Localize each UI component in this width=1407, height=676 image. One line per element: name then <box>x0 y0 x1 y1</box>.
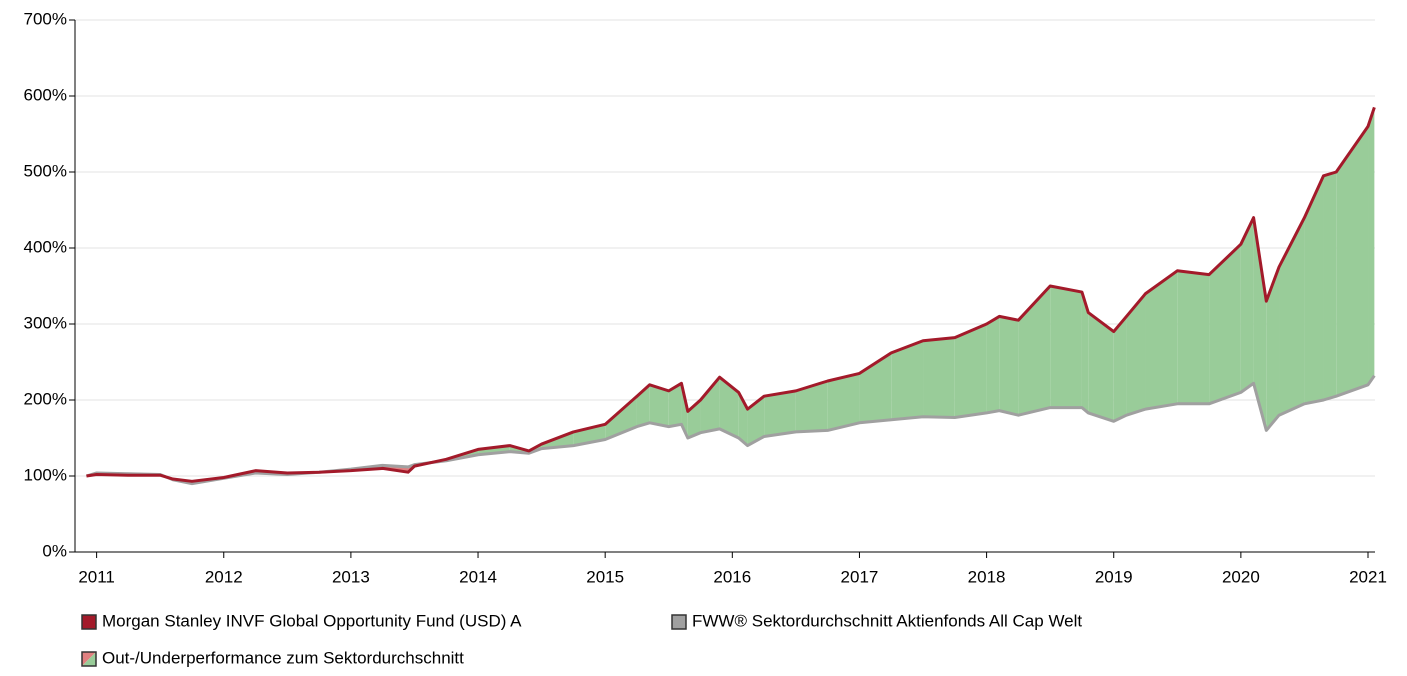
difference-area <box>1088 312 1114 422</box>
legend-swatch-border <box>81 651 97 667</box>
difference-area <box>700 377 720 433</box>
difference-area <box>1018 286 1051 416</box>
difference-area <box>1253 217 1267 431</box>
difference-area <box>923 337 955 418</box>
difference-area <box>1279 217 1305 416</box>
difference-area <box>827 373 860 431</box>
x-tick-label: 2014 <box>459 567 497 586</box>
difference-area <box>999 316 1019 416</box>
y-tick-label: 600% <box>24 85 67 104</box>
y-tick-label: 200% <box>24 389 67 408</box>
x-tick-label: 2020 <box>1222 567 1260 586</box>
x-tick-label: 2011 <box>78 567 115 586</box>
difference-area <box>1336 126 1369 397</box>
y-tick-label: 100% <box>24 465 67 484</box>
difference-area <box>1209 244 1241 404</box>
difference-area <box>1240 217 1254 393</box>
difference-area <box>891 340 924 420</box>
legend-label: Morgan Stanley INVF Global Opportunity F… <box>102 611 522 630</box>
x-tick-label: 2021 <box>1349 567 1387 586</box>
series-line <box>86 106 1376 483</box>
x-tick-label: 2013 <box>332 567 370 586</box>
difference-area <box>1323 172 1337 400</box>
difference-area <box>954 324 987 418</box>
y-tick-label: 500% <box>24 161 67 180</box>
difference-area <box>1304 175 1324 404</box>
difference-area <box>795 381 828 432</box>
x-tick-label: 2019 <box>1095 567 1133 586</box>
difference-area <box>1266 267 1280 431</box>
legend-swatch <box>82 652 96 666</box>
difference-area <box>986 316 1000 413</box>
x-tick-label: 2016 <box>713 567 751 586</box>
y-tick-label: 300% <box>24 313 67 332</box>
legend-swatch <box>671 614 687 630</box>
difference-area <box>1050 286 1082 408</box>
x-tick-label: 2018 <box>968 567 1006 586</box>
difference-area <box>1081 292 1089 413</box>
difference-area <box>764 390 796 437</box>
difference-area <box>859 352 892 423</box>
difference-area <box>1368 107 1375 385</box>
x-tick-label: 2012 <box>205 567 243 586</box>
difference-area <box>1113 316 1127 422</box>
difference-area <box>747 396 765 446</box>
x-tick-label: 2017 <box>841 567 879 586</box>
difference-area <box>719 377 739 438</box>
legend-label: FWW® Sektordurchschnitt Aktienfonds All … <box>692 611 1082 630</box>
y-tick-label: 0% <box>42 541 67 560</box>
difference-area <box>1177 270 1210 404</box>
x-tick-label: 2015 <box>586 567 624 586</box>
difference-area <box>1145 270 1178 410</box>
difference-area <box>649 384 669 427</box>
legend-swatch <box>81 614 97 630</box>
legend-label: Out-/Underperformance zum Sektordurchsch… <box>102 648 464 667</box>
difference-area <box>1126 293 1146 416</box>
y-tick-label: 700% <box>24 9 67 28</box>
y-tick-label: 400% <box>24 237 67 256</box>
difference-area <box>668 383 682 427</box>
